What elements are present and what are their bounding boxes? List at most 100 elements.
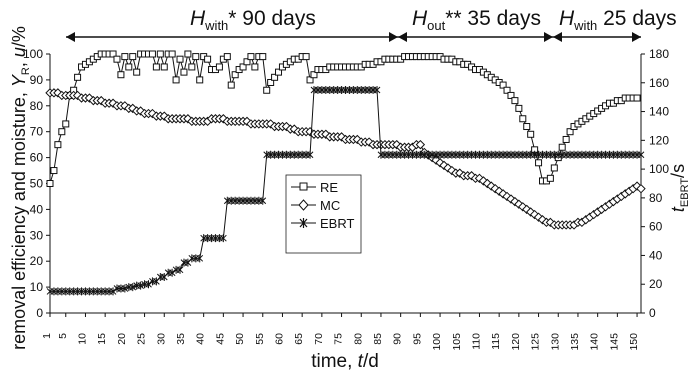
y-axis-label-symbol: Y [9, 73, 29, 87]
series-re-point [271, 73, 279, 81]
series-re-point [263, 86, 271, 94]
series-mc [45, 88, 646, 230]
y-tick-label: 0 [36, 306, 43, 320]
x-tick-label: 105 [451, 333, 463, 351]
y-axis-label-sep: , [9, 57, 29, 67]
series-re-point [306, 76, 314, 84]
y2-axis-label: tEBRT/s [668, 164, 691, 212]
y-tick-label: 90 [30, 73, 44, 87]
series-re-point [180, 68, 188, 76]
x-tick-label: 1 [41, 333, 53, 339]
legend-mc-label: MC [320, 198, 340, 213]
y-axis-label-suffix: /% [9, 26, 29, 47]
x-tick-label: 35 [175, 333, 187, 345]
series-re-point [535, 159, 543, 167]
annotation-2-left-arrow-icon [398, 32, 407, 42]
series-ebrt-point [109, 287, 117, 296]
x-tick-label: 80 [352, 333, 364, 345]
x-tick-label: 135 [569, 333, 581, 351]
series-re-point [176, 55, 184, 63]
series-ebrt-point [121, 284, 129, 293]
series-re-point [550, 164, 558, 172]
y2-tick-label: 80 [649, 191, 663, 205]
x-tick-label: 40 [195, 333, 207, 345]
y-axis-label-unit-symbol: u [9, 47, 29, 57]
y-axis-label-prefix: removal efficiency and moisture, [9, 87, 29, 350]
x-tick-label: 115 [490, 333, 502, 350]
x-axis-label-prefix: time, [311, 351, 357, 372]
series-ebrt-point [168, 268, 176, 277]
series-re-point [558, 143, 566, 151]
series-re-point [302, 53, 310, 61]
series-re-point [148, 50, 156, 58]
series-ebrt-point [637, 150, 645, 159]
y-axis-ticks: 0 10 20 30 40 50 60 70 80 90 100 [23, 47, 50, 320]
series-re-point [243, 58, 251, 66]
x-tick-label: 130 [549, 333, 561, 351]
series-re-point [74, 73, 82, 81]
x-tick-label: 140 [589, 333, 601, 351]
series-re-point [62, 120, 70, 128]
x-tick-label: 90 [392, 333, 404, 345]
y2-tick-label: 100 [649, 162, 669, 176]
series-re-point [562, 135, 570, 143]
x-axis-label-italic: t [358, 351, 364, 372]
series-ebrt-point [176, 265, 184, 274]
series-re-point [54, 141, 62, 149]
series-ebrt [46, 85, 645, 296]
annotation-1-main-text: H [190, 7, 206, 30]
series-re-point [188, 63, 196, 71]
series-re-point [231, 71, 239, 79]
x-tick-label: 60 [273, 333, 285, 345]
series-re-point [223, 53, 231, 61]
series-re-point [247, 53, 255, 61]
y2-axis-label-suffix: /s [668, 164, 688, 178]
series-re-point [125, 63, 133, 71]
x-tick-label: 30 [155, 333, 167, 345]
x-tick-label: 70 [313, 333, 325, 345]
annotation-2-sub-text: out [427, 18, 445, 33]
series-re-point [511, 97, 519, 105]
annotation-3-sub-text: with [573, 18, 597, 33]
annotation-2-label: Hout** 35 days [412, 7, 541, 33]
annotation-2-right-arrow-icon [544, 32, 553, 42]
series-mc-point [415, 139, 426, 150]
legend: RE MC EBRT [285, 174, 362, 254]
x-tick-label: 15 [96, 333, 108, 345]
y-axis-label-sub: R [20, 67, 32, 75]
series-re-point [515, 104, 523, 112]
y2-tick-label: 40 [649, 248, 663, 262]
annotation-2-main-text: H [412, 7, 428, 30]
y2-axis-label-sub: EBRT [679, 178, 691, 207]
series-re-point [196, 76, 204, 84]
y2-tick-label: 20 [649, 277, 663, 291]
series-re-point [546, 174, 554, 182]
series-re-point [109, 50, 117, 58]
y-tick-label: 100 [23, 47, 43, 61]
y-tick-label: 80 [30, 99, 44, 113]
x-tick-label: 10 [76, 333, 88, 345]
legend-ebrt-marker [299, 218, 308, 228]
series-re-point [267, 78, 275, 86]
legend-box [285, 174, 362, 254]
series-re-point [204, 55, 212, 63]
x-tick-label: 75 [333, 333, 345, 345]
series-ebrt-point [145, 280, 152, 289]
y2-axis-label-symbol: t [668, 206, 688, 212]
series-re [46, 50, 641, 187]
x-tick-label: 125 [530, 333, 542, 351]
annotation-3-label: Hwith 25 days [559, 7, 677, 33]
legend-ebrt-label: EBRT [320, 216, 354, 231]
y-tick-label: 20 [30, 254, 44, 268]
series-re-point [46, 180, 54, 187]
series-ebrt-point [259, 196, 267, 205]
annotation-3-right-arrow-icon [632, 32, 641, 42]
annotation-3-left-arrow-icon [553, 32, 562, 42]
series-re-point [50, 167, 58, 175]
series-re-point [503, 86, 511, 94]
annotation-1-sub-text: with [204, 18, 228, 33]
series-mc-point [281, 121, 292, 132]
x-axis-label-suffix: /d [363, 351, 379, 372]
